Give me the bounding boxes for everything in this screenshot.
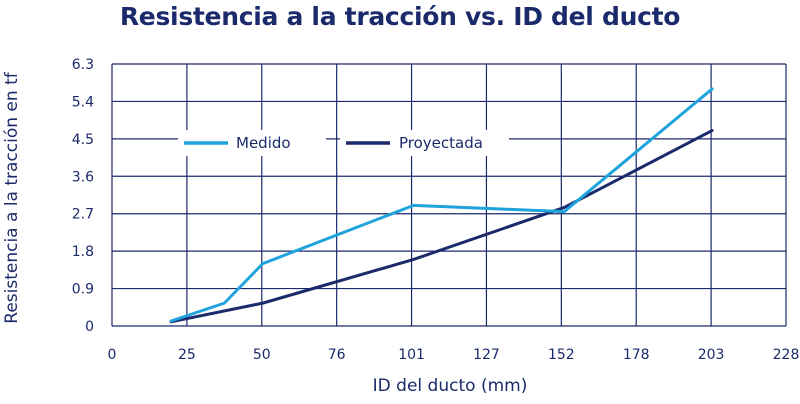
y-tick-label: 6.3	[72, 57, 94, 73]
x-tick-label: 152	[548, 347, 575, 363]
tick-labels: 0 25 50 76 101 127 152 178 203 228 0 0.9 1.8 2.7 3.6 4.…	[72, 57, 800, 363]
y-tick-label: 2.7	[72, 207, 94, 223]
x-tick-label: 203	[698, 347, 725, 363]
x-tick-label: 228	[773, 347, 800, 363]
grid	[111, 63, 787, 327]
x-axis-label: ID del ducto (mm)	[372, 376, 528, 396]
x-tick-label: 76	[328, 347, 346, 363]
chart-title: Resistencia a la tracción vs. ID del duc…	[119, 2, 681, 31]
x-tick-label: 25	[178, 347, 196, 363]
series-line-proyectada	[169, 129, 714, 324]
y-tick-label: 3.6	[72, 169, 94, 185]
x-tick-label: 178	[623, 347, 650, 363]
legend: Medido Proyectada	[178, 130, 509, 156]
x-tick-label: 127	[473, 347, 500, 363]
legend-label: Medido	[236, 134, 291, 152]
y-tick-label: 1.8	[72, 244, 94, 260]
x-tick-label: 101	[398, 347, 425, 363]
y-tick-label: 0.9	[72, 282, 94, 298]
y-tick-label: 5.4	[72, 94, 94, 110]
x-tick-label: 0	[108, 347, 117, 363]
x-tick-label: 50	[253, 347, 271, 363]
legend-label: Proyectada	[399, 134, 483, 152]
y-tick-label: 0	[85, 319, 94, 335]
series-layer	[169, 87, 714, 324]
y-axis-label: Resistencia a la tracción en tf	[2, 72, 22, 324]
y-tick-label: 4.5	[72, 132, 94, 148]
series-line-medido	[169, 87, 714, 323]
